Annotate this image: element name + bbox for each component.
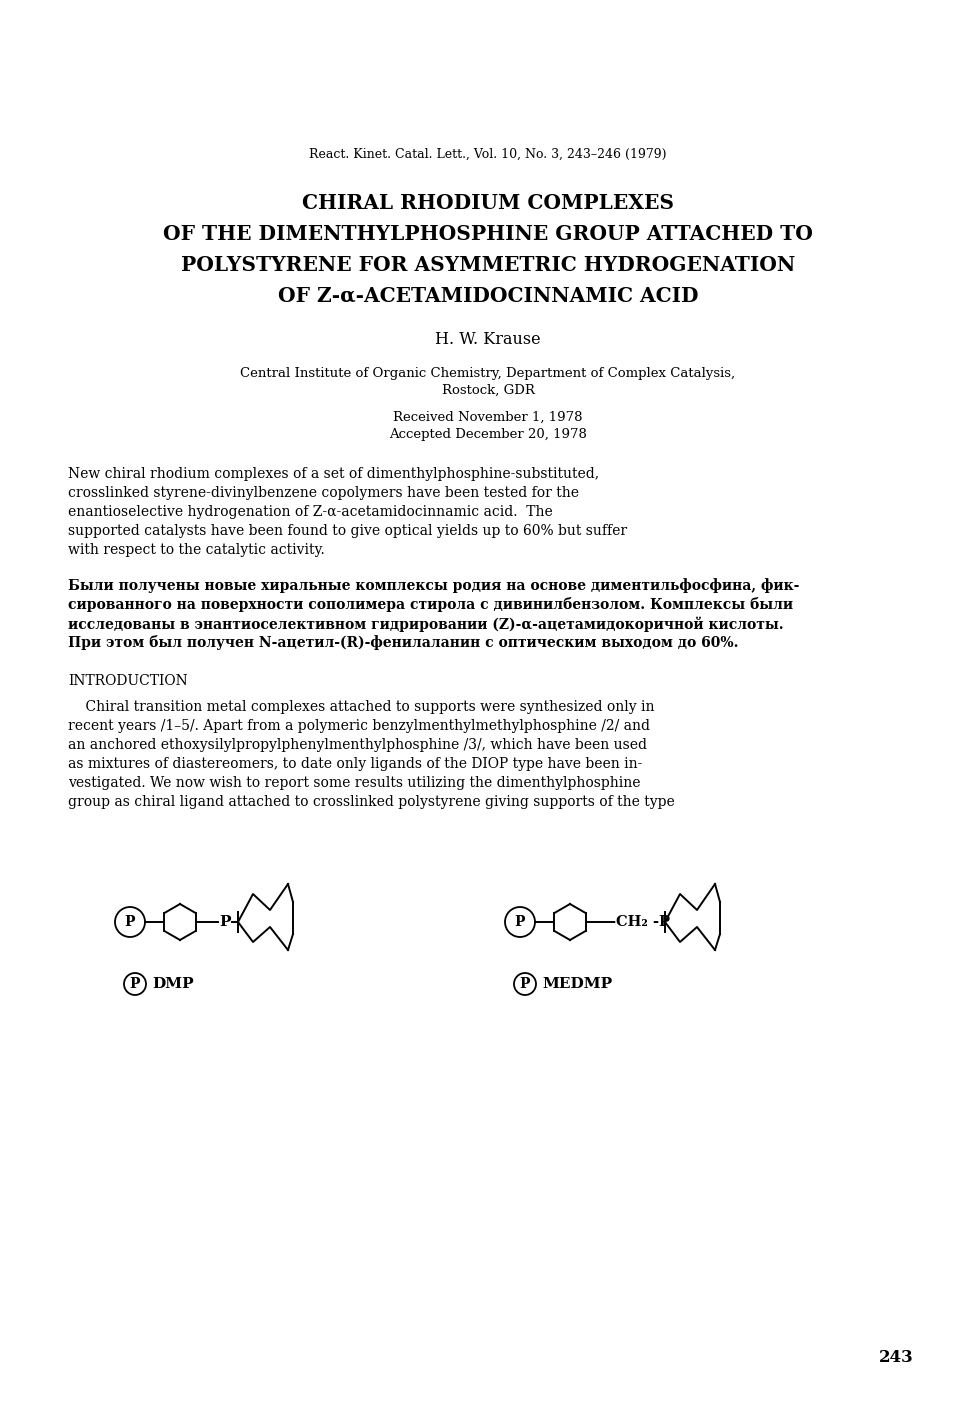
Text: crosslinked styrene-divinylbenzene copolymers have been tested for the: crosslinked styrene-divinylbenzene copol… (68, 485, 579, 499)
Text: New chiral rhodium complexes of a set of dimenthylphosphine-substituted,: New chiral rhodium complexes of a set of… (68, 467, 599, 481)
Text: -CH₂ -P: -CH₂ -P (610, 914, 670, 928)
Text: P: P (520, 976, 530, 991)
Text: сированного на поверхности сополимера стирола с дивинилбензолом. Комплексы были: сированного на поверхности сополимера ст… (68, 597, 793, 612)
Text: enantioselective hydrogenation of Z-α-acetamidocinnamic acid.  The: enantioselective hydrogenation of Z-α-ac… (68, 505, 552, 519)
Text: P: P (130, 976, 141, 991)
Text: OF THE DIMENTHYLPHOSPHINE GROUP ATTACHED TO: OF THE DIMENTHYLPHOSPHINE GROUP ATTACHED… (163, 224, 813, 244)
Text: Central Institute of Organic Chemistry, Department of Complex Catalysis,: Central Institute of Organic Chemistry, … (240, 367, 736, 380)
Text: MEDMP: MEDMP (542, 976, 612, 991)
Text: vestigated. We now wish to report some results utilizing the dimenthylphosphine: vestigated. We now wish to report some r… (68, 776, 640, 790)
Text: POLYSTYRENE FOR ASYMMETRIC HYDROGENATION: POLYSTYRENE FOR ASYMMETRIC HYDROGENATION (181, 255, 795, 275)
Text: P: P (125, 914, 136, 928)
Text: P: P (514, 914, 525, 928)
Text: OF Z-α-ACETAMIDOCINNAMIC ACID: OF Z-α-ACETAMIDOCINNAMIC ACID (278, 286, 698, 306)
Text: Rostock, GDR: Rostock, GDR (441, 384, 535, 396)
Text: Были получены новые хиральные комплексы родия на основе диментильфосфина, фик-: Были получены новые хиральные комплексы … (68, 579, 799, 593)
Text: with respect to the catalytic activity.: with respect to the catalytic activity. (68, 543, 325, 557)
Text: Accepted December 20, 1978: Accepted December 20, 1978 (389, 428, 587, 442)
Text: CHIRAL RHODIUM COMPLEXES: CHIRAL RHODIUM COMPLEXES (302, 193, 674, 213)
Text: DMP: DMP (152, 976, 193, 991)
Text: 243: 243 (878, 1349, 914, 1366)
Text: group as chiral ligand attached to crosslinked polystyrene giving supports of th: group as chiral ligand attached to cross… (68, 794, 674, 809)
Text: React. Kinet. Catal. Lett., Vol. 10, No. 3, 243–246 (1979): React. Kinet. Catal. Lett., Vol. 10, No.… (309, 148, 667, 161)
Text: an anchored ethoxysilylpropylphenylmenthylphosphine /3/, which have been used: an anchored ethoxysilylpropylphenylmenth… (68, 738, 647, 752)
Text: as mixtures of diastereomers, to date only ligands of the DIOP type have been in: as mixtures of diastereomers, to date on… (68, 756, 642, 770)
Text: recent years /1–5/. Apart from a polymeric benzylmenthylmethylphosphine /2/ and: recent years /1–5/. Apart from a polymer… (68, 720, 650, 732)
Text: supported catalysts have been found to give optical yields up to 60% but suffer: supported catalysts have been found to g… (68, 523, 628, 538)
Text: H. W. Krause: H. W. Krause (435, 332, 541, 349)
Text: При этом был получен N-ацетил-(R)-фенилаланин с оптическим выходом до 60%.: При этом был получен N-ацетил-(R)-фенила… (68, 635, 739, 650)
Text: INTRODUCTION: INTRODUCTION (68, 674, 187, 689)
Text: P: P (220, 914, 230, 928)
Text: исследованы в энантиоселективном гидрировании (Z)-α-ацетамидокоричной кислоты.: исследованы в энантиоселективном гидриро… (68, 617, 784, 632)
Text: Chiral transition metal complexes attached to supports were synthesized only in: Chiral transition metal complexes attach… (68, 700, 655, 714)
Text: Received November 1, 1978: Received November 1, 1978 (393, 411, 583, 423)
